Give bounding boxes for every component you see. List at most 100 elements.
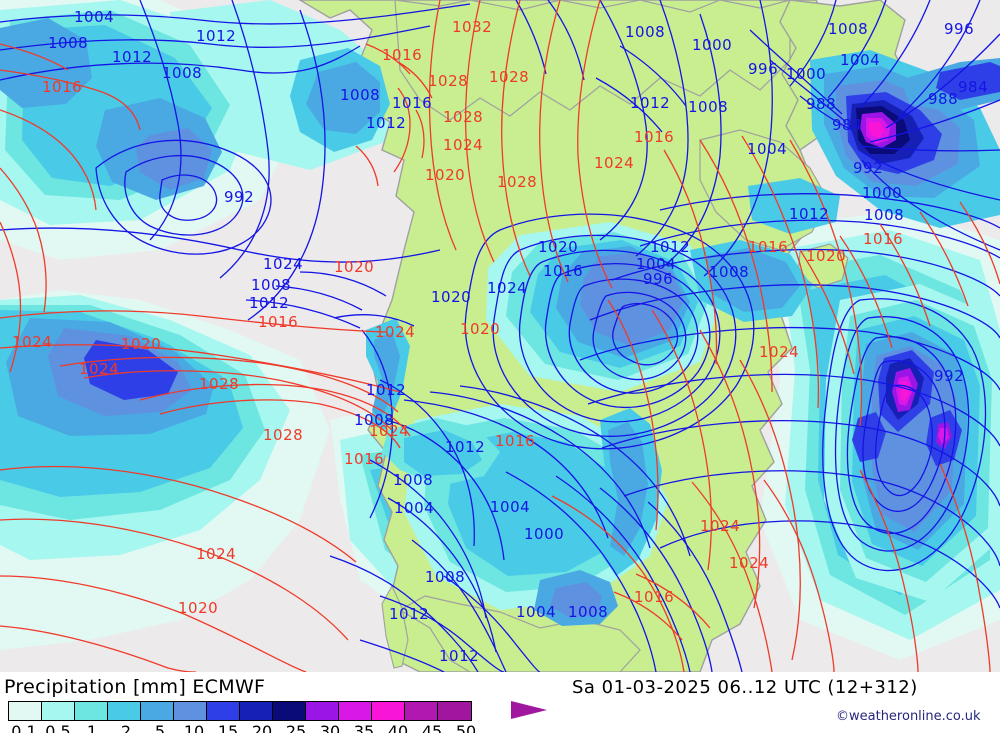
isobar-label-1004: 1004 (394, 499, 435, 517)
isobar-label-1004: 1004 (490, 498, 531, 516)
isobar-label-1016: 1016 (543, 262, 584, 280)
isobar-label-1004: 1004 (636, 255, 677, 273)
isobar-label-1016: 1016 (382, 46, 423, 64)
legend-tick-35: 35 (353, 722, 375, 733)
legend-tick-15: 15 (217, 722, 239, 733)
isobar-label-1016: 1016 (258, 313, 299, 331)
legend-tick-40: 40 (387, 722, 409, 733)
legend-tick-1: 1 (86, 722, 98, 733)
legend-tick-50: 50 (455, 722, 477, 733)
legend-tick-0.5: 0.5 (45, 722, 71, 733)
isobar-label-1008: 1008 (354, 411, 395, 429)
isobar-label-1012: 1012 (630, 94, 671, 112)
isobar-label-1012: 1012 (249, 294, 290, 312)
isobar-label-988: 988 (806, 95, 837, 113)
isobar-label-992: 992 (853, 159, 884, 177)
legend-swatch-1 (75, 702, 108, 720)
isobar-label-1020: 1020 (178, 599, 219, 617)
isobar-label-1012: 1012 (366, 381, 407, 399)
isobar-label-1024: 1024 (594, 154, 635, 172)
isobar-label-1016: 1016 (863, 230, 904, 248)
isobar-label-996: 996 (643, 270, 674, 288)
legend-swatch-15 (207, 702, 240, 720)
isobar-label-992: 992 (224, 188, 255, 206)
legend-tick-2: 2 (120, 722, 132, 733)
isobar-label-1020: 1020 (431, 288, 472, 306)
isobar-label-1020: 1020 (334, 258, 375, 276)
isobar-label-996: 996 (944, 20, 975, 38)
isobar-label-1000: 1000 (862, 184, 903, 202)
isobar-label-1004: 1004 (74, 8, 115, 26)
legend-swatch-0.5 (42, 702, 75, 720)
legend-tick-20: 20 (251, 722, 273, 733)
isobar-label-1008: 1008 (162, 64, 203, 82)
isobar-label-1008: 1008 (393, 471, 434, 489)
legend-overflow-arrow-icon (511, 701, 547, 719)
isobar-label-1008: 1008 (828, 20, 869, 38)
isobars-low (0, 0, 1000, 672)
map-graphics (0, 0, 1000, 672)
isobar-label-1004: 1004 (840, 51, 881, 69)
isobar-label-992: 992 (934, 367, 965, 385)
legend-swatch-50 (438, 702, 471, 720)
legend-swatch-20 (240, 702, 273, 720)
isobar-label-1020: 1020 (538, 238, 579, 256)
legend-tick-45: 45 (421, 722, 443, 733)
legend-swatch-40 (372, 702, 405, 720)
isobar-label-1024: 1024 (487, 279, 528, 297)
legend-swatch-2 (108, 702, 141, 720)
isobar-label-996: 996 (748, 60, 779, 78)
isobar-label-1008: 1008 (425, 568, 466, 586)
isobar-label-1016: 1016 (634, 588, 675, 606)
isobar-label-1016: 1016 (634, 128, 675, 146)
isobar-label-1020: 1020 (806, 247, 847, 265)
isobar-label-1004: 1004 (516, 603, 557, 621)
isobar-label-1024: 1024 (729, 554, 770, 572)
isobar-label-1028: 1028 (428, 72, 469, 90)
legend-swatch-45 (405, 702, 438, 720)
isobar-label-1024: 1024 (369, 422, 410, 440)
isobar-label-1016: 1016 (42, 78, 83, 96)
isobar-label-1028: 1028 (489, 68, 530, 86)
map-canvas[interactable]: 1004 1008 1012 1016 1008 992 1012 1032 1016 1028 1… (0, 0, 1000, 672)
legend-tick-10: 10 (183, 722, 205, 733)
isobar-label-1024: 1024 (263, 255, 304, 273)
legend-swatch-25 (273, 702, 306, 720)
isobar-label-1028: 1028 (263, 426, 304, 444)
isobar-label-1024: 1024 (759, 343, 800, 361)
chart-title: Precipitation [mm] ECMWF (4, 676, 266, 698)
isobar-label-1024: 1024 (79, 360, 120, 378)
isobar-label-1024: 1024 (700, 517, 741, 535)
isobar-label-1008: 1008 (864, 206, 905, 224)
isobar-label-984: 984 (832, 116, 863, 134)
legend-tick-25: 25 (285, 722, 307, 733)
legend-tick-30: 30 (319, 722, 341, 733)
isobar-label-1012: 1012 (445, 438, 486, 456)
isobar-label-1008: 1008 (688, 98, 729, 116)
isobar-label-1028: 1028 (443, 108, 484, 126)
isobar-label-1020: 1020 (460, 320, 501, 338)
isobar-label-1012: 1012 (196, 27, 237, 45)
isobar-label-1016: 1016 (748, 238, 789, 256)
isobar-label-1016: 1016 (344, 450, 385, 468)
isobar-label-1016: 1016 (495, 432, 536, 450)
isobar-label-1024: 1024 (12, 333, 53, 351)
isobar-label-1008: 1008 (709, 263, 750, 281)
isobar-label-1012: 1012 (439, 647, 480, 665)
isobar-label-1008: 1008 (568, 603, 609, 621)
isobar-label-1000: 1000 (692, 36, 733, 54)
isobar-label-1008: 1008 (625, 23, 666, 41)
isobar-label-1032: 1032 (452, 18, 493, 36)
copyright-notice: ©weatheronline.co.uk (836, 709, 981, 724)
isobar-label-1020: 1020 (121, 335, 162, 353)
isobar-label-1004: 1004 (747, 140, 788, 158)
isobar-label-1012: 1012 (650, 238, 691, 256)
isobar-label-1000: 1000 (524, 525, 565, 543)
legend-swatch-10 (174, 702, 207, 720)
isobar-label-1008: 1008 (251, 276, 292, 294)
isobar-label-1028: 1028 (199, 375, 240, 393)
isobar-label-1024: 1024 (375, 323, 416, 341)
isobar-label-1028: 1028 (497, 173, 538, 191)
precipitation-cores (0, 18, 1000, 626)
